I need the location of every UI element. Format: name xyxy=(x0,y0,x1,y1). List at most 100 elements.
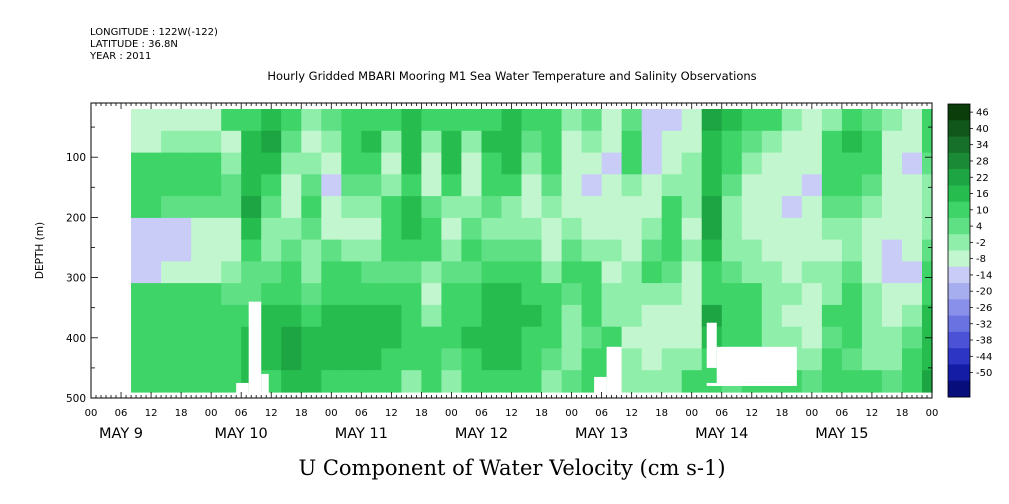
heatmap-cell xyxy=(421,217,442,241)
heatmap-cell xyxy=(161,152,192,175)
x-tick-label: 00 xyxy=(445,408,458,419)
heatmap-area xyxy=(131,109,933,393)
heatmap-cell xyxy=(191,326,222,350)
heatmap-cell xyxy=(741,239,763,262)
heatmap-cell xyxy=(902,283,923,306)
x-tick-label: 12 xyxy=(866,408,879,419)
heatmap-cell xyxy=(421,370,442,393)
missing-data-block xyxy=(606,346,622,398)
heatmap-cell xyxy=(501,283,523,306)
heatmap-cell xyxy=(641,196,663,219)
heatmap-cell xyxy=(601,283,623,306)
heatmap-cell xyxy=(801,152,823,175)
heatmap-cell xyxy=(761,130,783,154)
heatmap-cell xyxy=(641,109,663,132)
heatmap-cell xyxy=(821,239,843,262)
heatmap-cell xyxy=(461,196,482,219)
heatmap-cell xyxy=(131,174,162,197)
heatmap-cell xyxy=(321,152,342,175)
heatmap-cell xyxy=(721,152,743,175)
heatmap-cell xyxy=(821,217,843,241)
heatmap-cell xyxy=(721,217,743,241)
heatmap-cell xyxy=(781,326,803,350)
heatmap-cell xyxy=(561,196,583,219)
heatmap-cell xyxy=(621,304,643,328)
heatmap-cell xyxy=(321,196,342,219)
heatmap-cell xyxy=(841,217,863,241)
heatmap-cell xyxy=(441,130,462,154)
heatmap-cell xyxy=(821,326,843,350)
heatmap-cell xyxy=(341,196,362,219)
heatmap-cell xyxy=(701,109,723,132)
heatmap-cell xyxy=(301,348,322,371)
heatmap-cell xyxy=(821,348,843,371)
heatmap-cell xyxy=(801,217,823,241)
heatmap-cell xyxy=(681,304,703,328)
heatmap-cell xyxy=(521,261,543,284)
colorbar-label: -14 xyxy=(976,270,992,281)
heatmap-cell xyxy=(281,348,302,371)
heatmap-cell xyxy=(321,304,342,328)
heatmap-cell xyxy=(421,152,442,175)
day-label: MAY 9 xyxy=(99,426,143,442)
heatmap-cell xyxy=(701,130,723,154)
heatmap-cell xyxy=(801,109,823,132)
heatmap-cell xyxy=(801,304,823,328)
heatmap-cell xyxy=(801,196,823,219)
heatmap-cell xyxy=(661,326,683,350)
x-tick-label: 12 xyxy=(385,408,398,419)
heatmap-cell xyxy=(321,348,342,371)
heatmap-cell xyxy=(821,174,843,197)
heatmap-cell xyxy=(741,109,763,132)
x-tick-label: 12 xyxy=(145,408,158,419)
heatmap-cell xyxy=(461,370,482,393)
heatmap-cell xyxy=(281,174,302,197)
heatmap-cell xyxy=(161,109,192,132)
colorbar-swatch xyxy=(948,120,970,138)
heatmap-cell xyxy=(521,109,543,132)
heatmap-cell xyxy=(661,370,683,393)
heatmap-cell xyxy=(401,283,422,306)
heatmap-cell xyxy=(821,152,843,175)
missing-data-block xyxy=(706,322,717,368)
heatmap-cell xyxy=(601,174,623,197)
heatmap-cell xyxy=(761,217,783,241)
heatmap-cell xyxy=(131,196,162,219)
heatmap-cell xyxy=(781,261,803,284)
heatmap-cell xyxy=(801,326,823,350)
heatmap-cell xyxy=(461,283,482,306)
heatmap-cell xyxy=(281,109,302,132)
heatmap-cell xyxy=(521,196,543,219)
heatmap-cell xyxy=(191,348,222,371)
colorbar-label: 46 xyxy=(976,108,989,119)
heatmap-cell xyxy=(241,217,262,241)
heatmap-cell xyxy=(781,217,803,241)
heatmap-cell xyxy=(821,196,843,219)
heatmap-cell xyxy=(301,109,322,132)
day-label: MAY 10 xyxy=(215,426,268,442)
y-tick-label: 100 xyxy=(66,152,86,164)
heatmap-cell xyxy=(541,283,563,306)
heatmap-cell xyxy=(341,109,362,132)
heatmap-cell xyxy=(641,261,663,284)
x-tick-label: 00 xyxy=(926,408,939,419)
heatmap-cell xyxy=(761,196,783,219)
heatmap-cell xyxy=(721,304,743,328)
heatmap-cell xyxy=(581,326,603,350)
heatmap-cell xyxy=(341,174,362,197)
colorbar: 46 40 34 28 22 16 10 4 -2 -8 -14 -20 -26 -32 -38 -44 -50 xyxy=(947,103,992,398)
heatmap-cell xyxy=(621,370,643,393)
heatmap-cell xyxy=(421,304,442,328)
heatmap-cell xyxy=(321,239,342,262)
heatmap-cell xyxy=(681,174,703,197)
heatmap-cell xyxy=(221,326,242,350)
heatmap-cell xyxy=(861,174,883,197)
heatmap-cell xyxy=(191,196,222,219)
x-tick-label: 00 xyxy=(565,408,578,419)
heatmap-cell xyxy=(401,261,422,284)
heatmap-cell xyxy=(681,283,703,306)
heatmap-cell xyxy=(261,326,282,350)
heatmap-cell xyxy=(721,196,743,219)
heatmap-cell xyxy=(221,152,242,175)
heatmap-cell xyxy=(361,130,382,154)
